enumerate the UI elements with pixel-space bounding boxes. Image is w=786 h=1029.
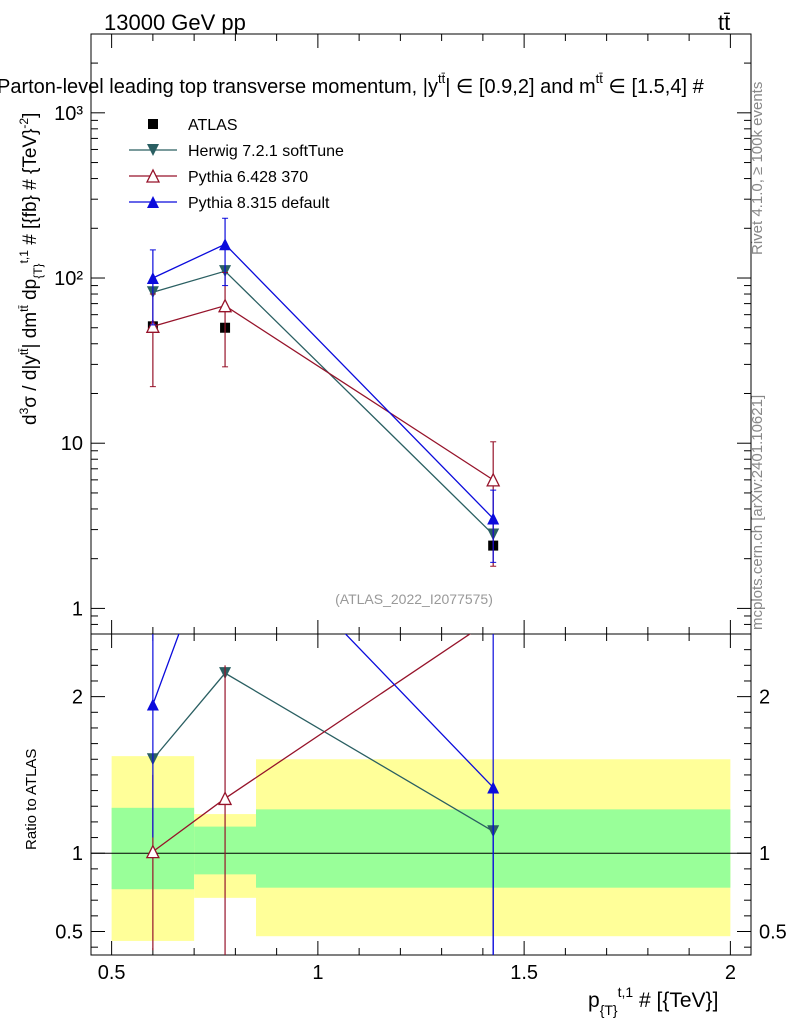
main-y-tick-label: 10 xyxy=(61,433,83,455)
series-pythia-8-315-default xyxy=(146,217,500,563)
main-y-tick-label: 10³ xyxy=(54,103,83,125)
rivet-note: Rivet 4.1.0, ≥ 100k events xyxy=(749,82,766,255)
ratio-y-tick-label-right: 0.5 xyxy=(759,922,786,944)
ratio-plot-area: 0.5 1 1.5 2 0.5 0.5 1 1 2 2 xyxy=(55,633,786,984)
data-point xyxy=(219,238,232,251)
legend-label: ATLAS xyxy=(188,117,238,134)
series-line xyxy=(152,270,494,536)
energy-label: 13000 GeV pp xyxy=(104,10,246,35)
data-point xyxy=(487,512,500,525)
main-y-axis-label: d3σ / d|ytt̄| dmtt̄ dp{T}t,1 # [{fb} # {… xyxy=(17,113,45,425)
legend-marker xyxy=(147,144,159,156)
process-label: tt̄ xyxy=(718,10,730,35)
ratio-y-axis-label: Ratio to ATLAS xyxy=(23,749,40,850)
legend-entry: ATLAS xyxy=(148,117,238,134)
series-atlas xyxy=(147,321,499,551)
main-y-tick-label: 1 xyxy=(72,598,83,620)
ratio-y-tick-label-right: 2 xyxy=(759,687,770,709)
legend-label: Pythia 8.315 default xyxy=(188,195,330,212)
x-tick-label: 1 xyxy=(312,962,323,984)
data-point xyxy=(146,272,159,285)
x-tick-label: 0.5 xyxy=(98,962,126,984)
analysis-watermark: (ATLAS_2022_I2077575) xyxy=(335,591,493,607)
legend-entry: Pythia 8.315 default xyxy=(129,195,330,212)
ratio-y-tick-label: 1 xyxy=(72,843,83,865)
ratio-y-tick-label: 0.5 xyxy=(55,922,83,944)
legend-marker xyxy=(148,119,158,129)
x-tick-label: 1.5 xyxy=(510,962,538,984)
ratio-y-tick-label: 2 xyxy=(72,687,83,709)
series-pythia-6-428-370 xyxy=(145,271,501,567)
legend-marker xyxy=(147,196,159,208)
plot-title: Parton-level leading top transverse mome… xyxy=(0,71,705,98)
legend: ATLAS Herwig 7.2.1 softTune Pythia 6.428 3… xyxy=(129,117,344,212)
x-axis-label: p{T}t,1 # [{TeV}] xyxy=(588,984,718,1018)
series-line xyxy=(152,243,494,519)
data-point xyxy=(145,318,160,333)
main-y-tick-label: 10² xyxy=(54,268,83,290)
ratio-series-pythia-6-428-370 xyxy=(145,634,472,955)
legend-entry: Herwig 7.2.1 softTune xyxy=(129,143,344,160)
legend-entry: Pythia 6.428 370 xyxy=(129,168,308,186)
series-line xyxy=(152,304,494,481)
ratio-point xyxy=(146,698,159,711)
x-tick-label: 2 xyxy=(725,962,736,984)
legend-marker xyxy=(145,168,161,183)
ratio-point xyxy=(218,790,233,806)
ratio-line xyxy=(152,634,494,788)
mcplots-note: mcplots.cern.ch [arXiv:2401.10621] xyxy=(749,395,766,630)
legend-label: Pythia 6.428 370 xyxy=(188,169,308,186)
main-plot-area: 1 10 10² 10³ xyxy=(54,33,752,635)
series-herwig-7-2-1-softtune xyxy=(146,265,500,541)
data-point xyxy=(486,472,501,487)
data-point xyxy=(218,298,233,313)
legend-label: Herwig 7.2.1 softTune xyxy=(188,143,344,160)
ratio-point xyxy=(145,844,160,859)
ratio-y-tick-label-right: 1 xyxy=(759,843,770,865)
ratio-frame xyxy=(90,633,752,956)
